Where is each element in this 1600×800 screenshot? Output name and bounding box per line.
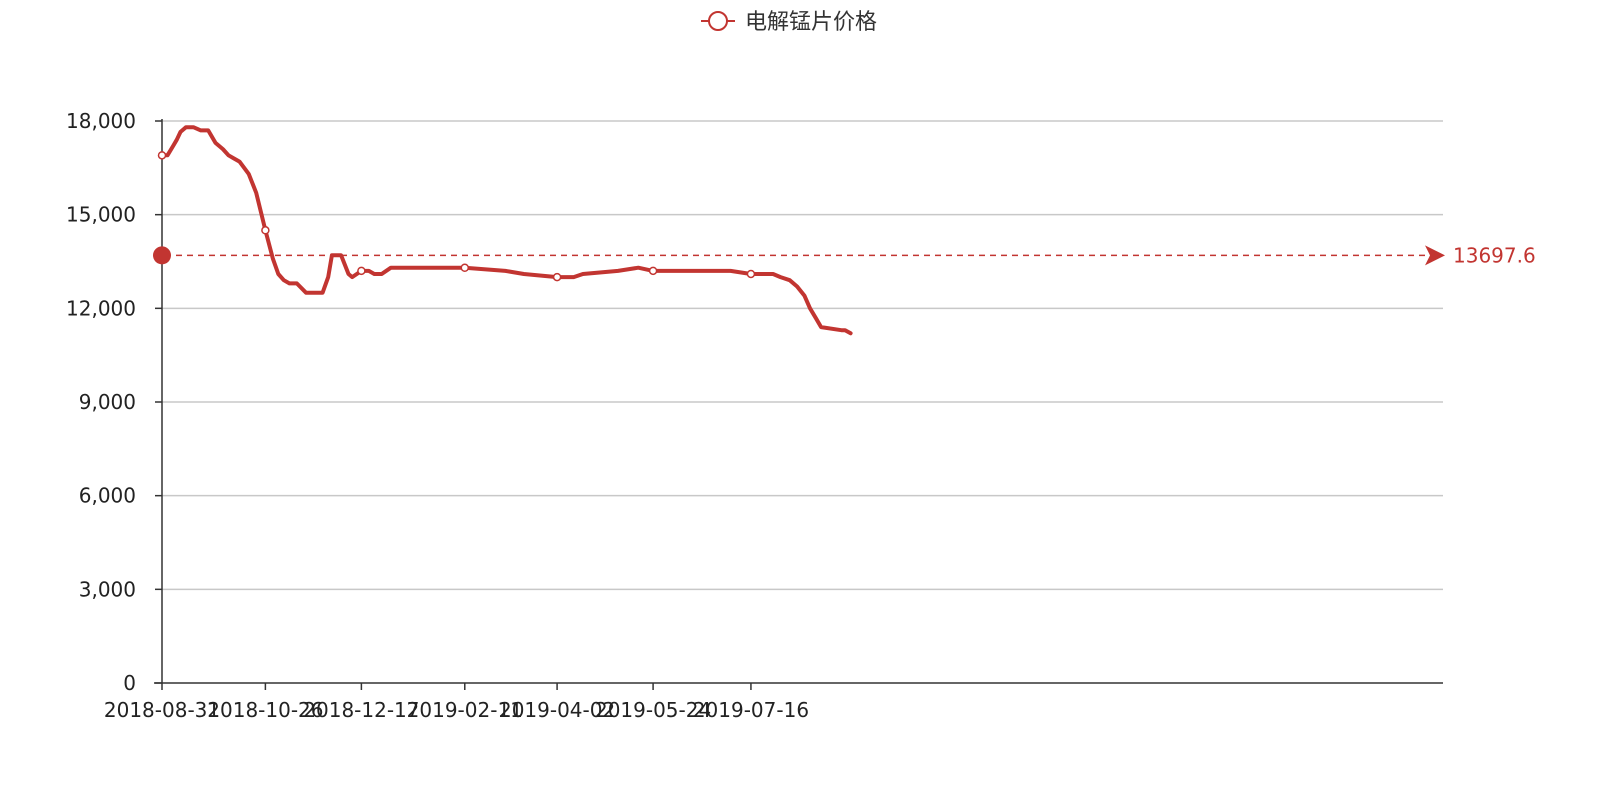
y-tick-label: 15,000 [66, 203, 136, 227]
x-tick-label: 2019-02-11 [407, 698, 523, 722]
grid-lines [162, 120, 1443, 591]
x-tick-label: 2018-12-17 [303, 698, 419, 722]
legend[interactable]: 电解锰片价格 [701, 10, 877, 35]
y-tick-label: 18,000 [66, 109, 136, 133]
data-point[interactable] [552, 272, 562, 282]
x-tick-label: 2019-05-24 [595, 698, 711, 722]
x-tick-label: 2018-10-26 [207, 698, 323, 722]
series-layer [157, 125, 853, 336]
data-point[interactable] [460, 263, 470, 272]
y-axis: 0 3,000 6,000 9,000 12,000 15,000 18,000 [66, 109, 163, 695]
y-tick-label: 9,000 [79, 390, 136, 414]
average-markline: 13697.6 [153, 243, 1536, 267]
circle-line-icon [708, 11, 728, 31]
y-tick-label: 3,000 [79, 577, 136, 601]
data-point[interactable] [261, 226, 270, 235]
data-point[interactable] [746, 269, 756, 279]
x-tick-label: 2018-08-31 [104, 698, 220, 722]
data-point[interactable] [357, 266, 366, 276]
markline-label: 13697.6 [1453, 243, 1536, 267]
markline-arrow-icon [1425, 245, 1445, 266]
x-axis: 2018-08-312018-10-262018-12-172019-02-11… [104, 682, 1443, 722]
y-tick-label: 12,000 [66, 296, 136, 320]
legend-label: 电解锰片价格 [745, 10, 877, 35]
markline-start-dot [153, 246, 171, 265]
data-point[interactable] [648, 266, 658, 276]
data-point[interactable] [157, 151, 167, 160]
x-tick-label: 2019-07-16 [693, 698, 809, 722]
y-tick-label: 0 [123, 671, 136, 695]
x-tick-label: 2019-04-02 [499, 698, 615, 722]
y-tick-label: 6,000 [79, 484, 136, 508]
